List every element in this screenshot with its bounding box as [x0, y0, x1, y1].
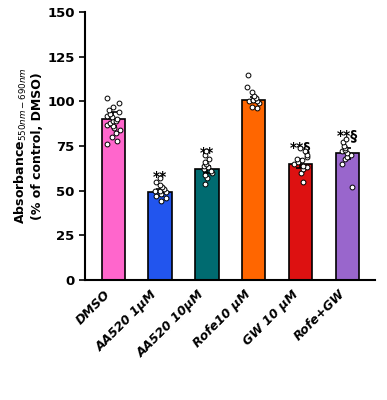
Point [111, 125, 117, 131]
Point [302, 148, 308, 154]
Point [209, 170, 215, 176]
Point [203, 148, 209, 154]
Point [251, 93, 257, 99]
Point [249, 104, 255, 110]
Point [109, 134, 115, 140]
Point [161, 186, 167, 192]
Point [250, 96, 256, 103]
Point [200, 162, 207, 169]
Point [298, 170, 304, 176]
Point [117, 127, 123, 133]
Point [206, 155, 212, 162]
Point [297, 144, 303, 151]
Point [108, 114, 115, 121]
Point [339, 161, 345, 167]
Text: **: ** [153, 170, 167, 184]
Point [339, 148, 345, 154]
Point [299, 157, 305, 164]
Point [156, 182, 163, 188]
Point [158, 191, 164, 198]
Point [159, 184, 166, 190]
Point [113, 130, 120, 137]
Point [252, 94, 259, 101]
Bar [101, 119, 125, 280]
Point [110, 104, 116, 110]
Point [110, 118, 116, 124]
Point [116, 109, 122, 115]
Point [295, 159, 301, 165]
Text: **: ** [200, 146, 214, 160]
Point [157, 188, 163, 194]
Point [207, 168, 214, 174]
Point [202, 152, 208, 158]
Point [249, 89, 255, 96]
Point [343, 136, 349, 142]
Point [103, 94, 110, 101]
Point [201, 166, 207, 172]
Point [348, 152, 354, 158]
Point [104, 121, 110, 128]
Point [254, 98, 260, 104]
Point [106, 107, 112, 114]
Text: **§: **§ [290, 140, 311, 154]
Point [116, 100, 122, 106]
Point [349, 184, 355, 190]
Point [304, 164, 310, 171]
Point [245, 71, 251, 78]
Point [107, 120, 113, 126]
Point [202, 180, 208, 187]
Point [113, 118, 119, 124]
Point [256, 100, 262, 106]
Point [344, 154, 350, 160]
Point [339, 139, 346, 146]
Point [341, 155, 348, 162]
Bar [242, 100, 265, 280]
Point [157, 175, 163, 181]
Point [202, 159, 208, 165]
Bar [195, 169, 219, 280]
Point [115, 116, 121, 122]
Point [204, 175, 210, 181]
Point [153, 193, 159, 199]
Bar [148, 192, 172, 280]
Point [163, 195, 170, 201]
Point [163, 189, 169, 196]
Point [253, 105, 260, 112]
Point [291, 161, 297, 167]
Point [114, 138, 120, 144]
Point [304, 152, 310, 158]
Y-axis label: Absorbance$_{550nm-690nm}$
(% of control, DMSO): Absorbance$_{550nm-690nm}$ (% of control… [13, 68, 45, 224]
Point [152, 188, 158, 194]
Point [300, 178, 307, 185]
Point [294, 155, 300, 162]
Point [153, 178, 159, 185]
Point [341, 143, 348, 149]
Point [104, 141, 110, 148]
Bar [289, 164, 312, 280]
Point [110, 123, 116, 130]
Point [300, 162, 306, 169]
Bar [336, 153, 359, 280]
Point [243, 84, 250, 90]
Point [203, 161, 209, 167]
Point [300, 166, 307, 172]
Point [104, 112, 110, 119]
Point [158, 198, 164, 204]
Point [304, 154, 310, 160]
Point [342, 144, 348, 151]
Point [205, 164, 211, 171]
Point [246, 98, 252, 104]
Point [344, 150, 350, 156]
Point [107, 111, 113, 117]
Point [342, 146, 348, 153]
Point [250, 96, 256, 103]
Text: **§: **§ [337, 128, 358, 142]
Point [202, 171, 208, 178]
